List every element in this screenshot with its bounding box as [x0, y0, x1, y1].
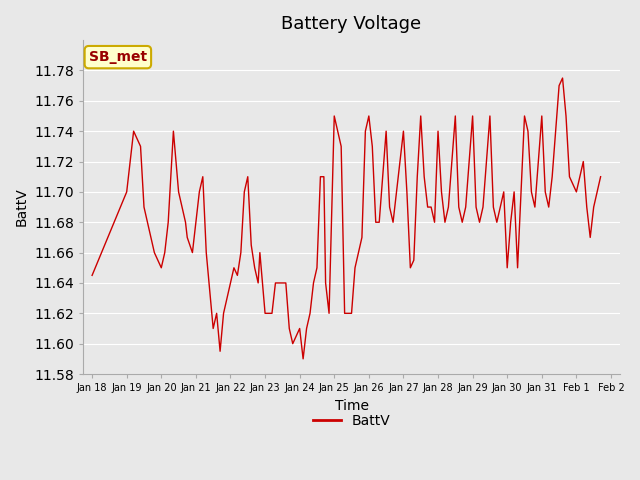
Text: SB_met: SB_met	[89, 50, 147, 64]
Y-axis label: BattV: BattV	[15, 188, 29, 227]
Legend: BattV: BattV	[307, 409, 396, 434]
X-axis label: Time: Time	[335, 398, 369, 413]
Title: Battery Voltage: Battery Voltage	[282, 15, 422, 33]
